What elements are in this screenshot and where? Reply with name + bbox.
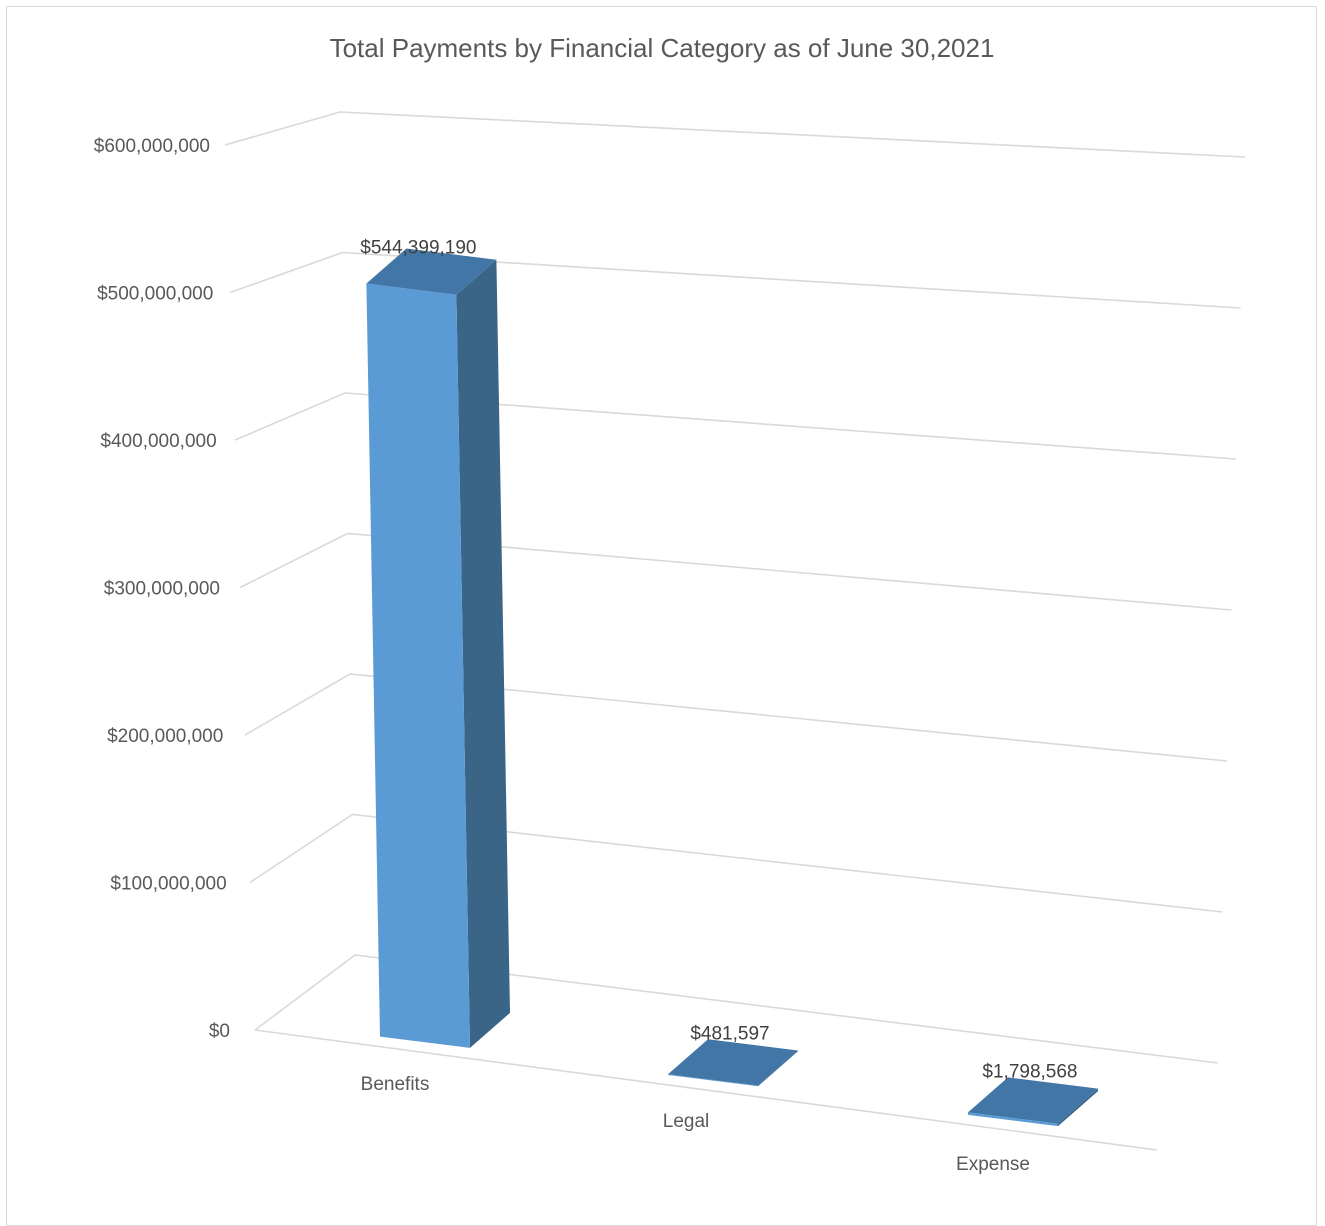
chart-title: Total Payments by Financial Category as … (330, 33, 995, 63)
bar-front-face (967, 1112, 1058, 1127)
gridline (249, 813, 1223, 913)
chart-frame (6, 6, 1317, 1226)
bar-front-face (366, 283, 470, 1048)
gridline (254, 954, 1219, 1064)
bar-top-face (667, 1039, 798, 1086)
bar-top-face (366, 248, 497, 295)
gridline (244, 673, 1228, 762)
bar-side-face (1057, 1088, 1098, 1127)
gridline (234, 392, 1237, 460)
bar-side-face (456, 259, 510, 1048)
x-category-label: Expense (956, 1154, 1030, 1175)
data-label: $481,597 (690, 1023, 769, 1044)
bars (366, 248, 1098, 1127)
bar-side-face (757, 1050, 798, 1087)
gridline (239, 532, 1232, 611)
data-label: $544,399,190 (360, 238, 476, 259)
y-tick-label: $500,000,000 (97, 284, 213, 305)
gridline (229, 251, 1241, 309)
bar-benefits (366, 248, 510, 1048)
bar-front-face (667, 1074, 758, 1087)
y-tick-label: $400,000,000 (100, 431, 216, 452)
y-tick-label: $100,000,000 (110, 874, 226, 895)
x-category-label: Legal (663, 1111, 710, 1132)
y-tick-label: $200,000,000 (107, 726, 223, 747)
bar-legal (667, 1039, 798, 1087)
bar-top-face (967, 1077, 1098, 1124)
y-axis-ticks: $0 $100,000,000 $200,000,000 $300,000,000 $4… (94, 136, 230, 1042)
floor-edge (254, 1029, 1158, 1151)
y-tick-label: $300,000,000 (104, 579, 220, 600)
y-tick-label: $0 (209, 1021, 230, 1042)
x-category-label: Benefits (361, 1074, 430, 1095)
data-label: $1,798,568 (982, 1061, 1077, 1082)
gridline (224, 111, 1246, 158)
data-labels: $544,399,190 $481,597 $1,798,568 (360, 238, 1077, 1083)
gridlines (224, 111, 1246, 1151)
bar-expense (967, 1077, 1098, 1127)
y-tick-label: $600,000,000 (94, 136, 210, 157)
x-axis-categories: Benefits Legal Expense (361, 1074, 1030, 1175)
